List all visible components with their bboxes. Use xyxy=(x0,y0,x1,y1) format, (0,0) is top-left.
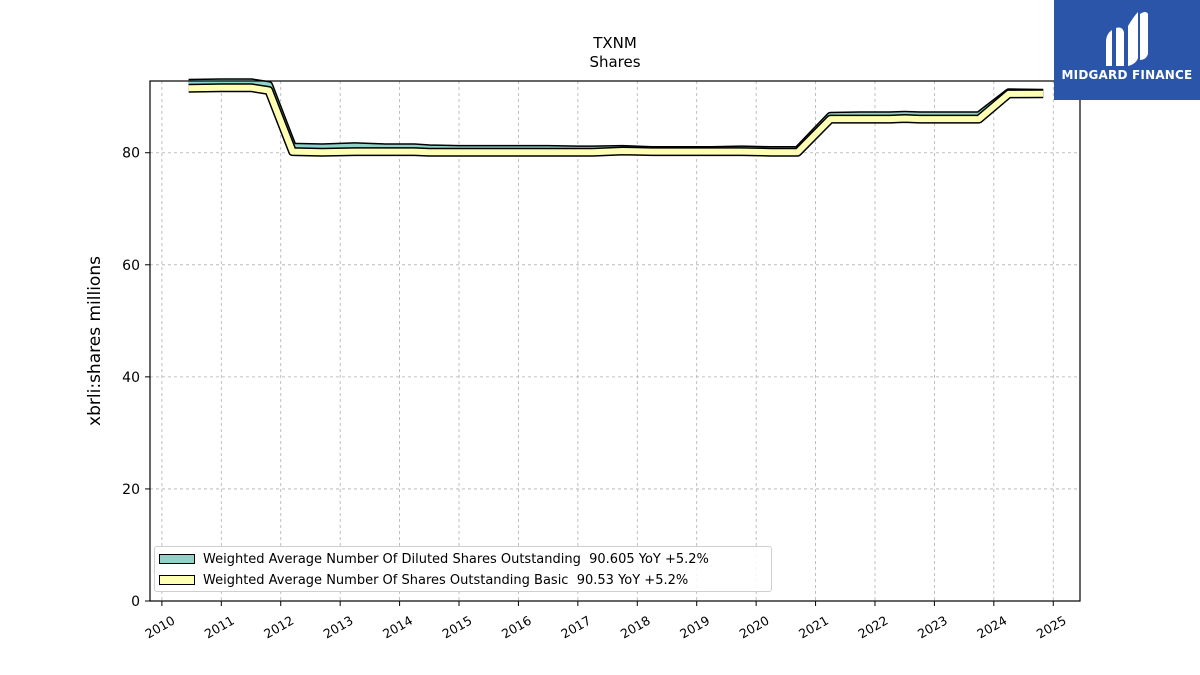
midgard-finance-logo: MIDGARD FINANCE xyxy=(1054,0,1200,100)
y-tick-label: 20 xyxy=(122,482,140,498)
logo-text: MIDGARD FINANCE xyxy=(1061,68,1193,82)
x-tick-label: 2017 xyxy=(558,613,593,642)
logo-mark-icon xyxy=(1106,12,1148,66)
x-tick-label: 2024 xyxy=(974,613,1009,642)
x-tick-label: 2022 xyxy=(855,613,890,642)
chart-subtitle: Shares xyxy=(589,53,640,71)
series-layer xyxy=(188,78,1044,157)
x-tick-label: 2018 xyxy=(618,613,653,642)
y-tick-label: 40 xyxy=(122,370,140,386)
legend-item-diluted: Weighted Average Number Of Diluted Share… xyxy=(159,550,709,568)
x-tick-label: 2015 xyxy=(439,613,474,642)
y-tick-label: 60 xyxy=(122,258,140,274)
y-tick-label: 80 xyxy=(122,146,140,162)
chart-title: TXNM xyxy=(592,34,637,52)
x-tick-label: 2013 xyxy=(321,613,356,642)
y-tick-label: 0 xyxy=(131,594,140,610)
x-tick-label: 2016 xyxy=(499,613,534,642)
x-tick-label: 2021 xyxy=(796,613,831,642)
x-tick-label: 2010 xyxy=(142,613,177,642)
series-basic-line xyxy=(188,84,1044,156)
x-tick-label: 2023 xyxy=(915,613,950,642)
legend-label-basic: Weighted Average Number Of Shares Outsta… xyxy=(203,572,689,588)
legend-swatch-diluted xyxy=(159,554,195,564)
legend-swatch-basic xyxy=(159,575,195,585)
plot-area-frame xyxy=(149,80,1081,602)
x-tick-label: 2020 xyxy=(737,613,772,642)
grid-lines xyxy=(150,81,1080,602)
x-tick-label: 2014 xyxy=(380,613,415,642)
chart-legend: Weighted Average Number Of Diluted Share… xyxy=(154,546,772,592)
legend-label-diluted: Weighted Average Number Of Diluted Share… xyxy=(203,551,709,567)
x-tick-label: 2025 xyxy=(1034,613,1069,642)
x-tick-label: 2012 xyxy=(261,613,296,642)
legend-item-basic: Weighted Average Number Of Shares Outsta… xyxy=(159,571,688,589)
x-tick-label: 2011 xyxy=(202,613,237,642)
x-tick-label: 2019 xyxy=(677,613,712,642)
y-axis-label: xbrli:shares millions xyxy=(85,256,105,426)
